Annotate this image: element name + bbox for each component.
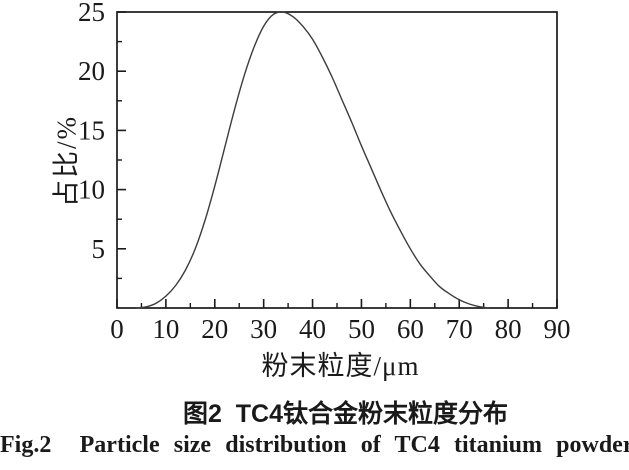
x-axis-tick-label: 80 [495,314,522,344]
x-axis-tick-label: 60 [397,314,424,344]
y-axis-tick-label: 5 [92,234,106,264]
plot-frame [116,11,558,309]
x-axis-tick-label: 0 [110,314,124,344]
x-axis-tick-label: 40 [299,314,326,344]
particle-size-distribution-chart: 0 10 20 30 40 50 60 70 80 90 5 10 15 20 25 [78,0,571,344]
x-axis-title: 粉末粒度/μm [261,351,420,381]
y-axis-tick-label: 25 [78,0,105,27]
y-axis-tick-label: 20 [78,56,105,86]
distribution-curve [135,11,490,309]
y-axis-tick-label: 10 [78,175,105,205]
x-axis-tick-label: 50 [348,314,375,344]
x-axis-tick-label: 90 [544,314,571,344]
figure-caption-chinese: 图2 TC4钛合金粉末粒度分布 [182,400,509,428]
x-axis-tick-label: 10 [152,314,179,344]
y-axis-tick-label: 15 [78,115,105,145]
x-axis-tick-label: 30 [250,314,277,344]
y-axis-title: 占比/% [51,115,82,207]
figure-caption-english: Fig.2 Particle size distribution of TC4 … [0,432,629,458]
x-axis-tick-label: 20 [201,314,228,344]
x-axis-tick-label: 70 [446,314,473,344]
